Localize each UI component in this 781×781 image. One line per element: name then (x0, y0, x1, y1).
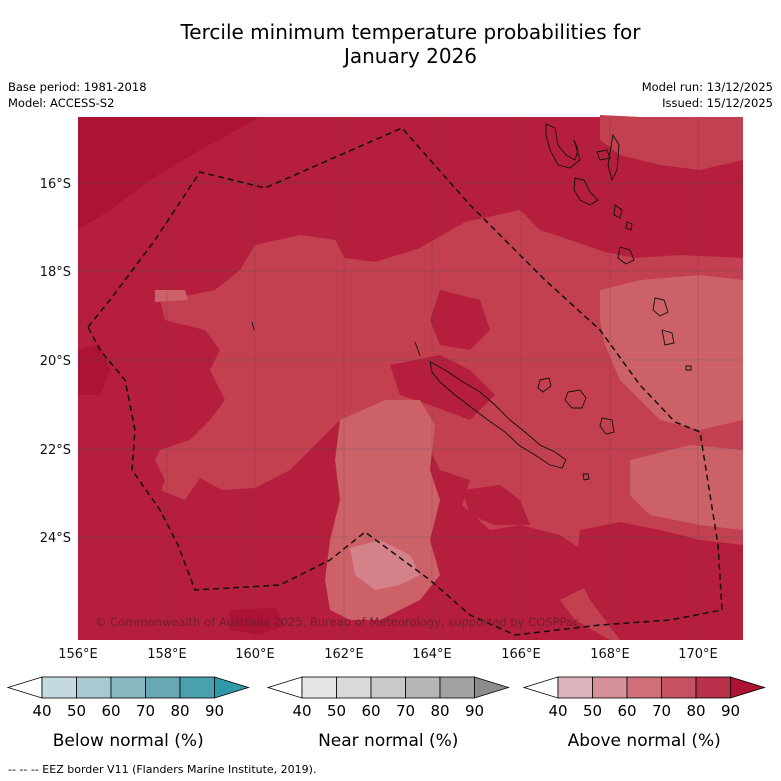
legend-above-tick: 60 (617, 702, 636, 720)
legend-near-high-extend (474, 676, 510, 699)
legend-near-label: Near normal (%) (318, 731, 458, 751)
island-matthew (652, 297, 669, 317)
legend-near: 40 50 60 70 80 90 Near normal (%) (266, 676, 510, 751)
legend-below-tick: 50 (67, 702, 86, 720)
legend-below-cell (76, 676, 112, 699)
eez-footnote: -- -- -- EEZ border V11 (Flanders Marine… (8, 763, 317, 776)
map-title: Tercile minimum temperature probabilitie… (0, 20, 781, 68)
island-loyalty-2 (564, 389, 587, 409)
legend-near-cell (405, 676, 441, 699)
title-line-2: January 2026 (343, 44, 478, 68)
map-gridlines (78, 117, 743, 640)
new-caledonia (429, 361, 567, 469)
legend-below-low-extend (6, 676, 43, 699)
island-vanuatu-2 (596, 149, 611, 161)
island-vanuatu-6 (617, 246, 635, 265)
issued-date: Issued: 15/12/2025 (662, 96, 773, 110)
lat-label-20S: 20°S (40, 354, 71, 369)
legend-below-cell (110, 676, 146, 699)
lon-label-170E: 170°E (678, 647, 718, 662)
lon-label-166E: 166°E (501, 647, 541, 662)
lon-label-156E: 156°E (58, 647, 98, 662)
legend-below-high-extend (214, 676, 250, 699)
island-pines (582, 473, 590, 481)
land-outlines (251, 123, 692, 481)
legend-near-cell (301, 676, 337, 699)
meta-left: Base period: 1981-2018 Model: ACCESS-S2 (8, 79, 147, 111)
probability-region-80-90 (78, 290, 743, 640)
island-belep (414, 341, 421, 357)
lon-label-164E: 164°E (412, 647, 452, 662)
island-vanuatu-5 (613, 204, 623, 219)
island-vanuatu-3 (573, 177, 599, 206)
legend-above-cell (695, 676, 731, 699)
lon-label-168E: 168°E (590, 647, 630, 662)
lat-label-16S: 16°S (40, 177, 71, 192)
legend-above-cell (661, 676, 697, 699)
legend-above-low-extend (522, 676, 559, 699)
model-name: Model: ACCESS-S2 (8, 96, 115, 110)
legend-near-tick: 40 (292, 702, 311, 720)
island-loyalty-3 (599, 417, 615, 435)
island-small-1 (685, 365, 692, 371)
island-vanuatu-7 (625, 221, 633, 231)
island-loyalty-1 (537, 377, 552, 393)
legend-below-tick: 90 (205, 702, 224, 720)
legend-near-low-extend (266, 676, 303, 699)
base-period: Base period: 1981-2018 (8, 80, 147, 94)
legend-below-tick: 60 (101, 702, 120, 720)
legend-below-cell (145, 676, 181, 699)
legend-below-tick: 70 (136, 702, 155, 720)
legend-above-cell (557, 676, 593, 699)
legend-above-tick: 70 (652, 702, 671, 720)
copyright-notice: © Commonwealth of Australia 2025, Bureau… (95, 615, 579, 629)
island-chesterfield (251, 321, 255, 331)
legend-below-label: Below normal (%) (53, 731, 204, 751)
legend-near-cell (439, 676, 475, 699)
meta-right: Model run: 13/12/2025 Issued: 15/12/2025 (642, 79, 773, 111)
island-vanuatu-4 (607, 133, 620, 182)
legend-above-tick: 90 (721, 702, 740, 720)
legend-below-cell (179, 676, 215, 699)
lat-label-22S: 22°S (40, 443, 71, 458)
legend-near-tick: 90 (465, 702, 484, 720)
model-run: Model run: 13/12/2025 (641, 80, 773, 94)
legend-near-tick: 70 (396, 702, 415, 720)
lon-label-160E: 160°E (235, 647, 275, 662)
lat-label-18S: 18°S (40, 265, 71, 280)
legend-near-tick: 60 (361, 702, 380, 720)
legend-above-cell (626, 676, 662, 699)
lon-label-158E: 158°E (147, 647, 187, 662)
latitude-labels: 16°S 18°S 20°S 22°S 24°S (40, 177, 71, 546)
island-hunter (661, 329, 675, 346)
legend-near-tick: 50 (327, 702, 346, 720)
legend-near-tick: 80 (430, 702, 449, 720)
legend-above-tick: 40 (548, 702, 567, 720)
legend-above-high-extend (730, 676, 766, 699)
legend-above-label: Above normal (%) (568, 731, 721, 751)
lat-label-24S: 24°S (40, 531, 71, 546)
legend-above-tick: 80 (686, 702, 705, 720)
title-line-1: Tercile minimum temperature probabilitie… (180, 20, 641, 44)
legend-below-tick: 80 (170, 702, 189, 720)
probability-region-dark (78, 117, 285, 635)
legend-near-cell (370, 676, 406, 699)
legend-above-tick: 50 (583, 702, 602, 720)
legend-below-cell (41, 676, 77, 699)
longitude-labels: 156°E 158°E 160°E 162°E 164°E 166°E 168°… (58, 647, 718, 662)
legend-near-cell (336, 676, 372, 699)
legend-below-tick: 40 (32, 702, 51, 720)
lon-label-162E: 162°E (324, 647, 364, 662)
probability-region-50-60 (350, 540, 420, 590)
island-vanuatu-1 (545, 123, 581, 169)
eez-border (87, 127, 723, 636)
legend-above-cell (592, 676, 628, 699)
